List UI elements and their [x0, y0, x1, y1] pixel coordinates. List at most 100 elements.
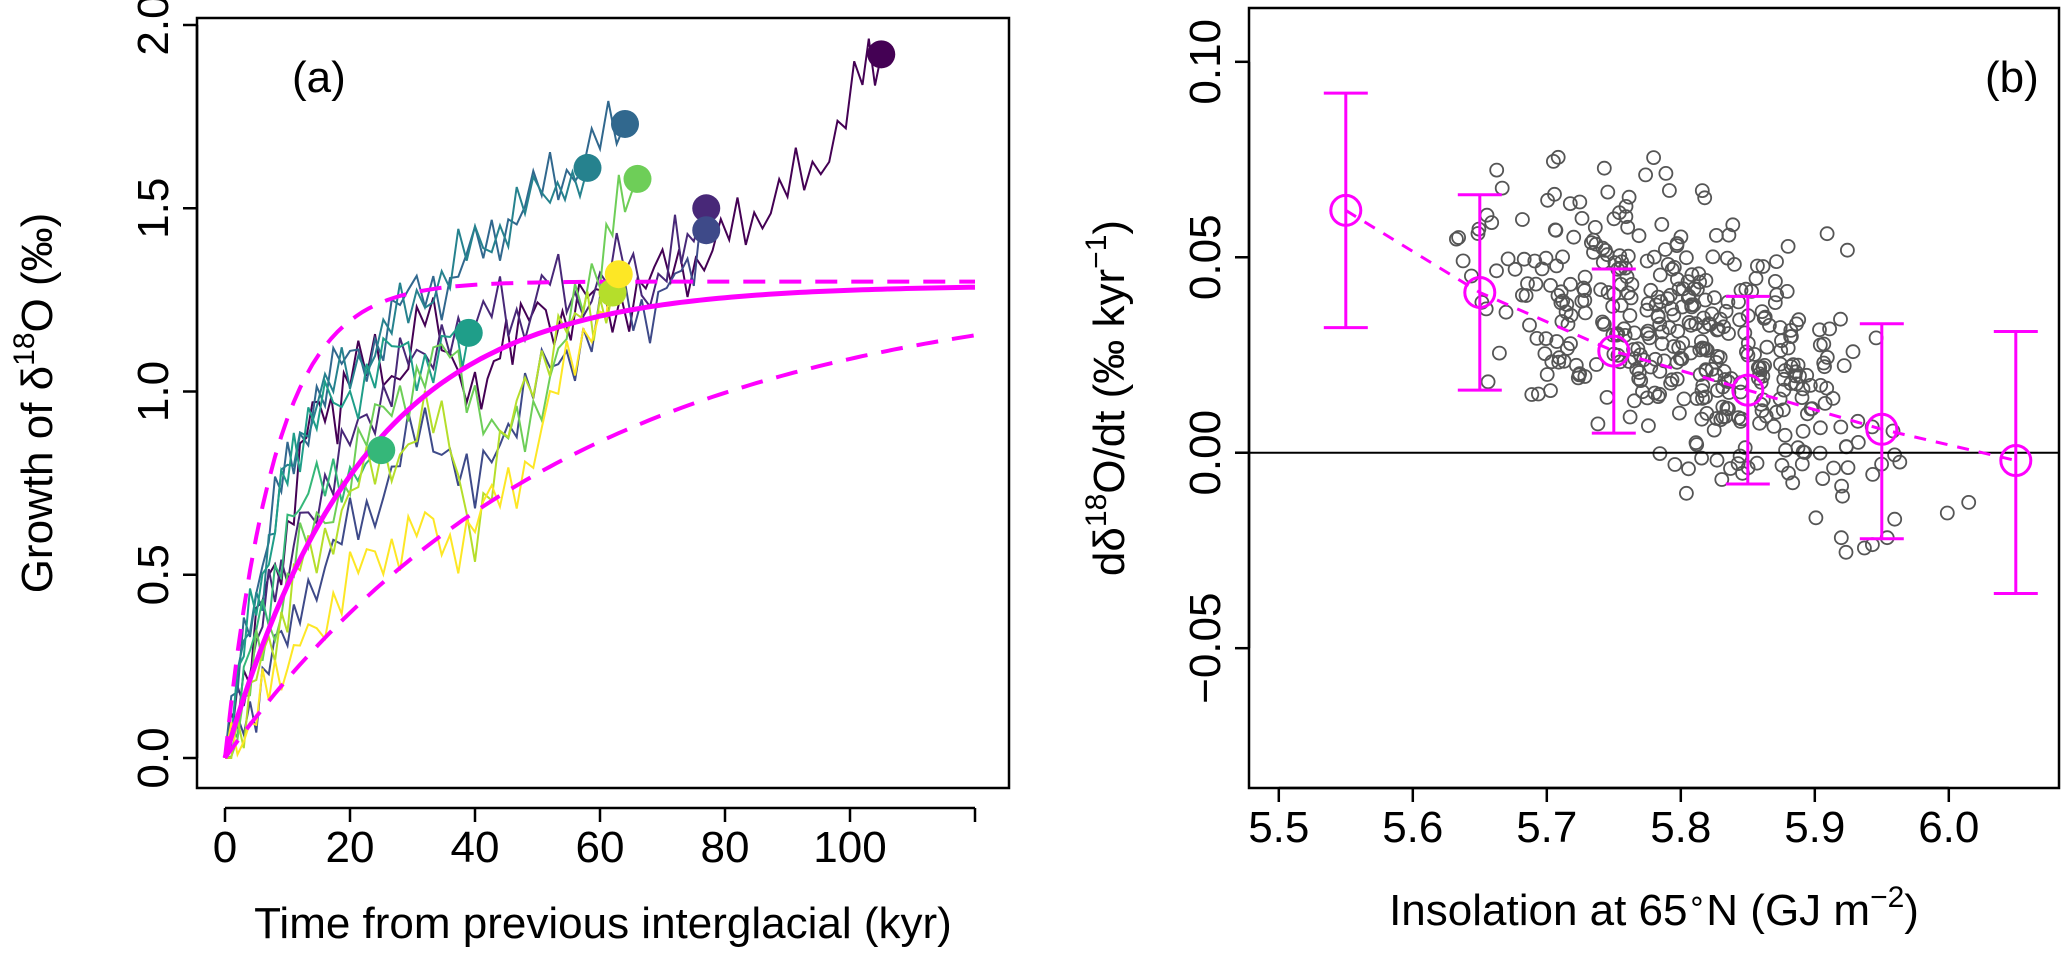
panel-a-y-tick-label: 1.0 [129, 361, 178, 422]
panel-a-series-line [225, 291, 614, 759]
panel-b-scatter-point [1654, 324, 1670, 340]
panel-b-scatter-point [1484, 215, 1500, 231]
panel-b-scatter-point [1660, 291, 1675, 307]
panel-a-fit-curves [222, 279, 976, 760]
panel-a-y-tick-label: 0.0 [129, 727, 178, 788]
panel-b-scatter-point [1675, 335, 1691, 351]
panel-b-scatter-point [1772, 320, 1788, 335]
panel-b-scatter-point [1755, 259, 1771, 274]
panel-b-x-tick-label: 5.9 [1784, 803, 1845, 852]
panel-b-scatter-point [1813, 377, 1829, 393]
panel-b-scatter-point [1500, 251, 1516, 267]
panel-b-scatter-point [1660, 256, 1676, 272]
panel-a-endpoint-marker [692, 194, 721, 223]
panel-a-endpoint-marker [867, 40, 896, 69]
panel-b-scatter-point [1756, 310, 1772, 326]
panel-a-endpoint-marker [623, 164, 652, 193]
panel-b-scatter-point [1551, 350, 1567, 366]
panel-a-endpoint-marker [367, 436, 396, 465]
panel-b-scatter-point [1574, 210, 1590, 226]
panel-b-scatter-point [1719, 400, 1735, 416]
panel-b-scatter-point [1639, 390, 1655, 406]
panel-b-scatter-point [1749, 455, 1765, 471]
panel-b-scatter-point [1819, 349, 1835, 365]
panel-b-y-axis: −0.05 0.00 0.05 0.10 [1181, 19, 1251, 704]
panel-b-scatter-point [1658, 165, 1674, 181]
panel-b-x-tick-label: 6.0 [1918, 803, 1979, 852]
panel-b-label: (b) [1985, 53, 2039, 102]
panel-b-scatter-point [1588, 236, 1604, 252]
panel-b-scatter-point [1558, 304, 1574, 320]
panel-b-scatter-point [1515, 212, 1530, 227]
panel-a-endpoint-marker [573, 153, 602, 182]
panel-b-scatter-point [1627, 325, 1642, 341]
panel-b-scatter-point [1748, 270, 1764, 286]
panel-b-scatter-point [1669, 238, 1685, 254]
panel-b-scatter-point [1777, 427, 1793, 443]
panel-b-bin-mean-marker [1999, 444, 2033, 478]
panel-b-scatter-point [1546, 153, 1561, 169]
panel-a-series-group [224, 38, 883, 759]
panel-b-scatter-point [1684, 299, 1700, 315]
panel-b-scatter-point [1833, 530, 1849, 546]
panel-b-scatter-point [1698, 389, 1713, 405]
panel-b-scatter-point [1662, 183, 1677, 198]
panel-b-scatter-point [1566, 229, 1582, 245]
panel-b-scatter-point [1784, 329, 1799, 344]
panel-b-x-tick-label: 5.5 [1248, 803, 1309, 852]
panel-b-scatter-point [1577, 283, 1592, 299]
panel-b-scatter-point [1799, 367, 1815, 383]
panel-b-scatter-point [1686, 281, 1702, 297]
panel-b-scatter-point [1790, 357, 1806, 373]
panel-b-scatter-point [1776, 382, 1792, 398]
panel-b-scatter-points [1449, 149, 1977, 560]
panel-b-scatter-point [1865, 466, 1881, 482]
panel-b-scatter-point [1620, 248, 1636, 264]
panel-b-scatter-point [1674, 299, 1690, 315]
panel-b-scatter-point [1622, 409, 1638, 425]
panel-b-scatter-point [1836, 358, 1852, 374]
panel-b-scatter-point [1589, 357, 1604, 372]
panel-b-scatter-point [1732, 312, 1747, 328]
panel-b-scatter-point [1778, 442, 1793, 458]
panel-b-scatter-point [1705, 249, 1721, 265]
panel-b-x-tick-label: 5.6 [1382, 803, 1443, 852]
panel-b-scatter-point [1489, 263, 1504, 279]
panel-b-scatter-point [1679, 485, 1694, 501]
panel-b-scatter-point [1737, 325, 1753, 341]
panel-b-scatter-point [1492, 345, 1507, 361]
panel-b-scatter-point [1667, 457, 1683, 472]
panel-a-y-axis-label: Growth of δ18O (‰) [8, 213, 62, 594]
panel-b-scatter-point [1568, 357, 1584, 373]
panel-a-series-line [224, 167, 589, 759]
panel-a-fit-curve [222, 284, 976, 759]
panel-b-scatter-point [1835, 488, 1850, 504]
panel-b-scatter-point [1812, 322, 1827, 338]
panel-b-scatter-point [1620, 219, 1636, 235]
panel-b-x-tick-label: 5.7 [1516, 803, 1577, 852]
panel-b-scatter-point [1769, 254, 1784, 270]
panel-b-scatter-point [1704, 306, 1720, 322]
panel-b-scatter-point [1631, 365, 1647, 380]
panel-b-scatter-point [1543, 383, 1558, 399]
panel-b-binned-means [1323, 91, 2038, 595]
panel-b-scatter-point [1803, 377, 1818, 393]
panel-b-scatter-point [1516, 251, 1532, 267]
panel-a-x-axis-label: Time from previous interglacial (kyr) [254, 899, 952, 948]
panel-a-x-tick-label: 100 [813, 823, 886, 872]
panel-b-scatter-point [1775, 402, 1791, 418]
panel-b-scatter-point [1676, 391, 1692, 407]
panel-a-endpoint-marker [604, 260, 633, 289]
panel-b-scatter-point [1654, 336, 1670, 352]
panel-b-scatter-point [1548, 222, 1564, 238]
panel-b-scatter-point [1779, 283, 1795, 299]
panel-b-scatter-point [1750, 258, 1765, 274]
panel-b-scatter-point [1562, 196, 1578, 212]
panel-b-scatter-point [1694, 450, 1709, 466]
panel-b-y-tick-label: 0.00 [1181, 410, 1230, 496]
panel-b-scatter-point [1494, 180, 1510, 196]
panel-b-scatter-point [1648, 297, 1664, 313]
panel-b-scatter-point [1706, 422, 1722, 438]
panel-b-scatter-point [1819, 226, 1835, 242]
